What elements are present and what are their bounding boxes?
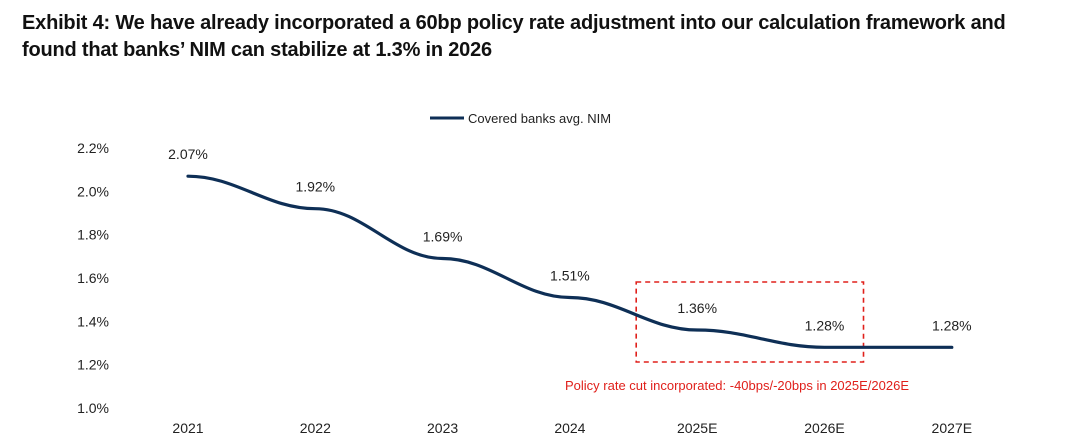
title-line-1: Exhibit 4: We have already incorporated … <box>22 12 1006 34</box>
annotation-text: Policy rate cut incorporated: -40bps/-20… <box>565 378 909 393</box>
data-label: 1.36% <box>677 300 717 316</box>
data-point <box>568 296 572 299</box>
y-tick-label: 2.0% <box>77 183 109 199</box>
data-label: 1.28% <box>805 317 845 333</box>
x-tick-label: 2021 <box>172 420 203 436</box>
data-labels: 2.07% 1.92% 1.69% 1.51% 1.36% 1.28% 1.28% <box>168 146 972 333</box>
x-tick-label: 2022 <box>300 420 331 436</box>
legend-label: Covered banks avg. NIM <box>468 111 611 126</box>
chart-legend: Covered banks avg. NIM <box>430 111 611 126</box>
x-tick-label: 2026E <box>804 420 844 436</box>
x-tick-label: 2023 <box>427 420 458 436</box>
data-point <box>950 346 953 349</box>
data-point <box>441 257 444 260</box>
y-tick-label: 1.6% <box>77 270 109 286</box>
y-tick-label: 1.0% <box>77 400 109 416</box>
y-axis: 1.0% 1.2% 1.4% 1.6% 1.8% 2.0% 2.2% <box>77 140 109 416</box>
y-tick-label: 1.2% <box>77 357 109 373</box>
x-axis: 2021 2022 2023 2024 2025E 2026E 2027E <box>172 420 972 436</box>
data-label: 1.69% <box>423 229 463 245</box>
x-tick-label: 2027E <box>932 420 972 436</box>
series-layer <box>186 174 954 349</box>
y-tick-label: 2.2% <box>77 140 109 156</box>
x-tick-label: 2025E <box>677 420 717 436</box>
data-point <box>696 328 699 332</box>
data-label: 2.07% <box>168 146 208 162</box>
data-point <box>314 207 317 210</box>
data-label: 1.28% <box>932 317 972 333</box>
data-label: 1.92% <box>295 179 335 195</box>
exhibit-title: Exhibit 4: We have already incorporated … <box>22 10 1062 64</box>
data-label: 1.51% <box>550 268 590 284</box>
x-tick-label: 2024 <box>554 420 585 436</box>
title-line-2: found that banks’ NIM can stabilize at 1… <box>22 39 492 61</box>
y-tick-label: 1.4% <box>77 313 109 329</box>
policy-highlight: Policy rate cut incorporated: -40bps/-20… <box>565 281 909 393</box>
y-tick-label: 1.8% <box>77 227 109 243</box>
data-point <box>186 174 190 178</box>
data-point <box>823 346 826 349</box>
